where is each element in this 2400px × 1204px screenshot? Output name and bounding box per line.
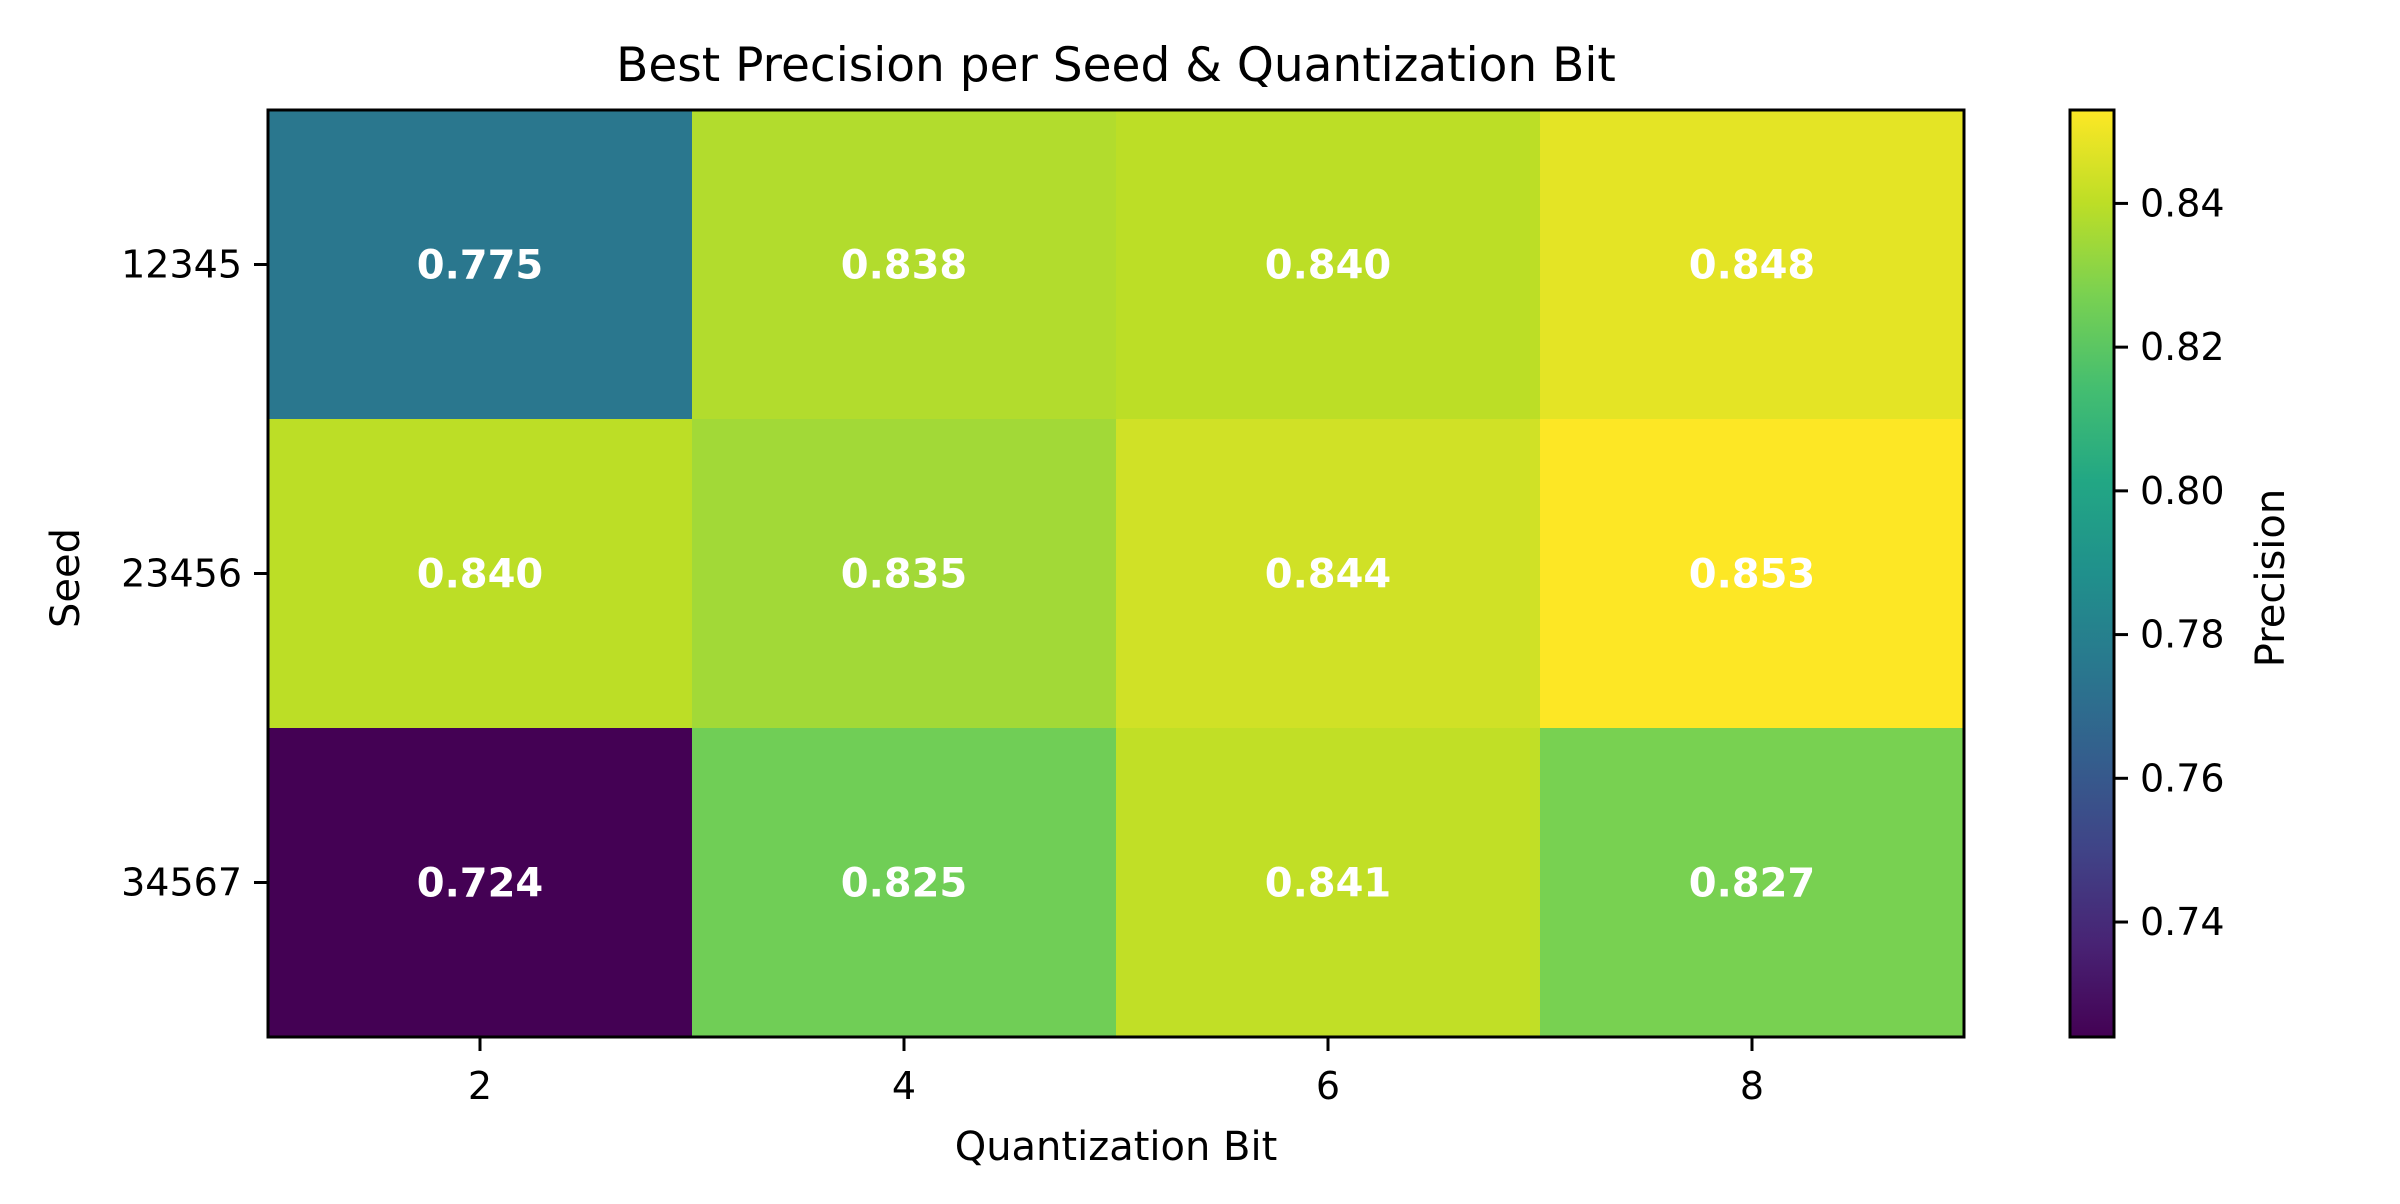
cell-value-label: 0.724 [417, 861, 544, 907]
cell-value-label: 0.844 [1265, 552, 1392, 598]
cell-value-label: 0.827 [1689, 861, 1816, 907]
colorbar-tick-label: 0.74 [2140, 900, 2225, 944]
heatmap-cell-12345-4 [692, 110, 1117, 420]
heatmap-cell-23456-8 [1540, 419, 1965, 729]
heatmap-cells [268, 110, 1965, 1038]
heatmap-cell-34567-6 [1116, 728, 1541, 1038]
y-axis-ticks: 12345 23456 34567 [121, 243, 268, 905]
heatmap-cell-34567-8 [1540, 728, 1965, 1038]
colorbar [2068, 108, 2116, 1039]
heatmap-cell-23456-4 [692, 419, 1117, 729]
chart-title: Best Precision per Seed & Quantization B… [616, 38, 1616, 93]
x-tick-label: 4 [892, 1064, 916, 1108]
colorbar-tick-label: 0.76 [2140, 756, 2225, 800]
heatmap-cell-34567-4 [692, 728, 1117, 1038]
cell-value-label: 0.825 [841, 861, 968, 907]
x-axis-ticks: 2 4 6 8 [468, 1037, 1764, 1108]
heatmap-cell-23456-6 [1116, 419, 1541, 729]
cell-value-label: 0.840 [1265, 243, 1392, 289]
colorbar-tick-label: 0.84 [2140, 181, 2225, 225]
cell-value-label: 0.841 [1265, 861, 1392, 907]
cell-value-label: 0.840 [417, 552, 544, 598]
colorbar-tick-label: 0.78 [2140, 613, 2225, 657]
y-tick-label: 12345 [121, 243, 242, 287]
y-tick-label: 34567 [121, 861, 242, 905]
colorbar-label: Precision [2248, 489, 2294, 667]
x-axis-label: Quantization Bit [955, 1124, 1278, 1170]
colorbar-tick-label: 0.80 [2140, 469, 2225, 513]
cell-value-label: 0.835 [841, 552, 968, 598]
heatmap-cell-labels: 0.775 0.838 0.840 0.848 0.840 0.835 0.844 0.853… [417, 243, 1816, 907]
cell-value-label: 0.775 [417, 243, 544, 289]
heatmap-cell-12345-2 [268, 110, 693, 420]
cell-value-label: 0.848 [1689, 243, 1816, 289]
y-tick-label: 23456 [121, 552, 242, 596]
x-tick-label: 2 [468, 1064, 492, 1108]
y-axis-label: Seed [43, 528, 89, 628]
heatmap-cell-34567-2 [268, 728, 693, 1038]
colorbar-ticks: 0.74 0.76 0.78 0.80 0.82 0.84 [2114, 181, 2225, 944]
x-tick-label: 8 [1740, 1064, 1764, 1108]
heatmap-cell-12345-8 [1540, 110, 1965, 420]
heatmap-cell-23456-2 [268, 419, 693, 729]
heatmap-cell-12345-6 [1116, 110, 1541, 420]
colorbar-tick-label: 0.82 [2140, 325, 2225, 369]
cell-value-label: 0.853 [1689, 552, 1816, 598]
x-tick-label: 6 [1316, 1064, 1340, 1108]
cell-value-label: 0.838 [841, 243, 968, 289]
